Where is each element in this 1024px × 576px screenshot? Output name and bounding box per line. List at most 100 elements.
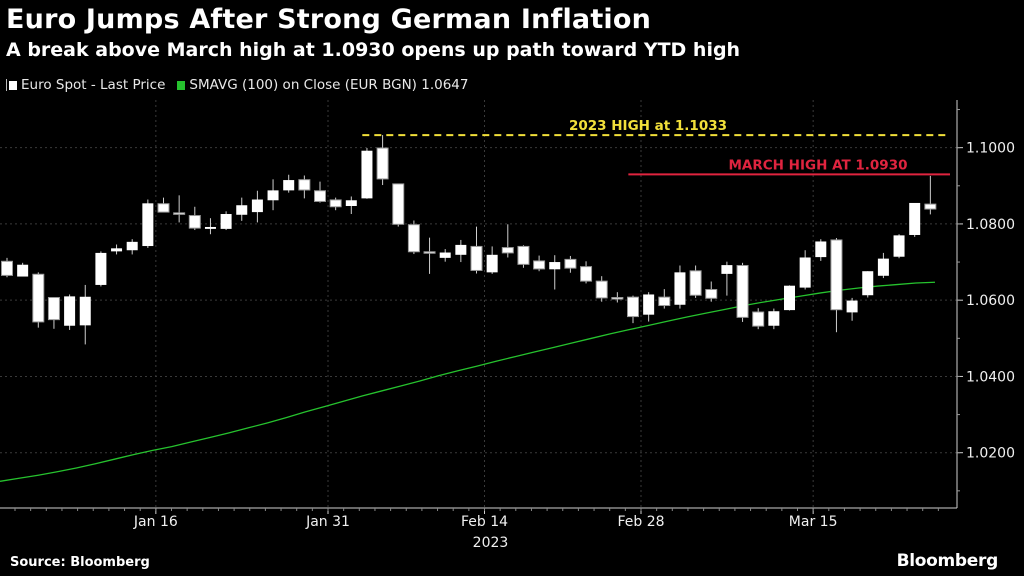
- candle: [345, 196, 357, 215]
- candle-body: [564, 258, 577, 269]
- candle-body: [361, 150, 373, 199]
- candle-body: [407, 224, 420, 253]
- candle-body: [111, 248, 123, 252]
- candle: [909, 202, 921, 237]
- march-high-label: MARCH HIGH AT 1.0930: [729, 157, 908, 173]
- candle: [674, 265, 686, 309]
- candle-body: [486, 254, 498, 273]
- candle: [439, 249, 451, 262]
- candle: [298, 175, 311, 199]
- sma-legend-swatch: [177, 80, 186, 90]
- candle: [64, 294, 76, 330]
- candle: [549, 255, 561, 290]
- candle-body: [862, 271, 874, 296]
- candle-body: [64, 296, 76, 326]
- candle: [470, 226, 483, 274]
- candle-legend-swatch: [9, 80, 17, 90]
- candle-body: [95, 252, 107, 285]
- candle-body: [376, 147, 389, 180]
- candle: [643, 292, 655, 322]
- candle-body: [909, 202, 921, 235]
- candle: [924, 175, 937, 215]
- bloomberg-logo: Bloomberg: [896, 551, 999, 571]
- candle-body: [893, 235, 905, 257]
- candle-body: [674, 272, 686, 305]
- candle-body: [32, 273, 45, 323]
- candle: [251, 190, 263, 223]
- candle: [79, 284, 91, 345]
- y-tick-label: 1.0200: [966, 446, 1015, 462]
- candle: [32, 272, 45, 328]
- candle: [407, 220, 420, 255]
- candle-body: [47, 297, 60, 321]
- candle: [157, 197, 170, 213]
- candle: [705, 281, 718, 302]
- candle: [611, 292, 624, 303]
- candle-body: [595, 280, 608, 299]
- candle-body: [470, 245, 483, 271]
- candle: [17, 262, 29, 277]
- candle-body: [830, 239, 843, 311]
- candle: [580, 261, 593, 284]
- legend-series-2: SMAVG (100) on Close (EUR BGN) 1.0647: [189, 77, 469, 93]
- candle-body: [236, 205, 248, 215]
- legend-series-1: Euro Spot - Last Price: [21, 77, 166, 93]
- candle-body: [580, 266, 593, 282]
- candle: [267, 179, 279, 211]
- chart-legend: Euro Spot - Last Price SMAVG (100) on Cl…: [6, 77, 468, 93]
- candle-body: [142, 203, 154, 247]
- candle-body: [267, 190, 279, 201]
- candle-body: [188, 215, 201, 229]
- candle: [47, 297, 60, 329]
- candle: [736, 262, 749, 322]
- candle-body: [877, 258, 889, 276]
- candle: [799, 250, 811, 290]
- candle: [893, 234, 905, 259]
- candle: [501, 224, 514, 258]
- candle-body: [1, 260, 13, 276]
- candle: [564, 255, 577, 273]
- candle: [204, 218, 216, 235]
- candle-body: [689, 270, 702, 296]
- y-tick-label: 1.0800: [966, 217, 1015, 233]
- candle-body: [220, 214, 232, 229]
- candle-body: [283, 180, 295, 191]
- candle-body: [298, 179, 311, 191]
- candle: [846, 297, 858, 321]
- candle: [314, 181, 326, 203]
- candle-body: [501, 247, 514, 254]
- source-note: Source: Bloomberg: [10, 555, 150, 570]
- y-tick-label: 1.0400: [966, 369, 1015, 385]
- y-tick-label: 1.1000: [966, 141, 1015, 157]
- candle-body: [658, 296, 671, 307]
- x-tick-label: Jan 16: [133, 514, 178, 530]
- candle: [423, 237, 436, 274]
- candle: [188, 206, 201, 231]
- y-tick-label: 1.0600: [966, 293, 1015, 309]
- candle: [95, 251, 107, 287]
- candle: [126, 239, 138, 255]
- candle-body: [329, 199, 342, 208]
- x-tick-label: Feb 14: [461, 514, 508, 530]
- candle: [376, 135, 389, 186]
- candle: [236, 197, 248, 221]
- year-label: 2023: [473, 535, 509, 551]
- x-tick-label: Jan 31: [305, 514, 350, 530]
- candle: [455, 239, 467, 263]
- ytd-high-label: 2023 HIGH at 1.1033: [569, 118, 727, 134]
- candle-body: [705, 289, 718, 299]
- candle: [877, 252, 889, 279]
- candle: [784, 285, 795, 311]
- candle: [283, 174, 295, 193]
- candle-body: [204, 226, 216, 229]
- candle-body: [815, 241, 827, 258]
- candle-body: [799, 257, 811, 288]
- candle: [142, 199, 154, 248]
- candle-body: [439, 252, 451, 258]
- candle-body: [784, 285, 795, 311]
- candle-body: [173, 212, 186, 215]
- candle: [862, 271, 874, 298]
- candle: [830, 238, 843, 333]
- chart-title: Euro Jumps After Strong German Inflation: [6, 4, 652, 35]
